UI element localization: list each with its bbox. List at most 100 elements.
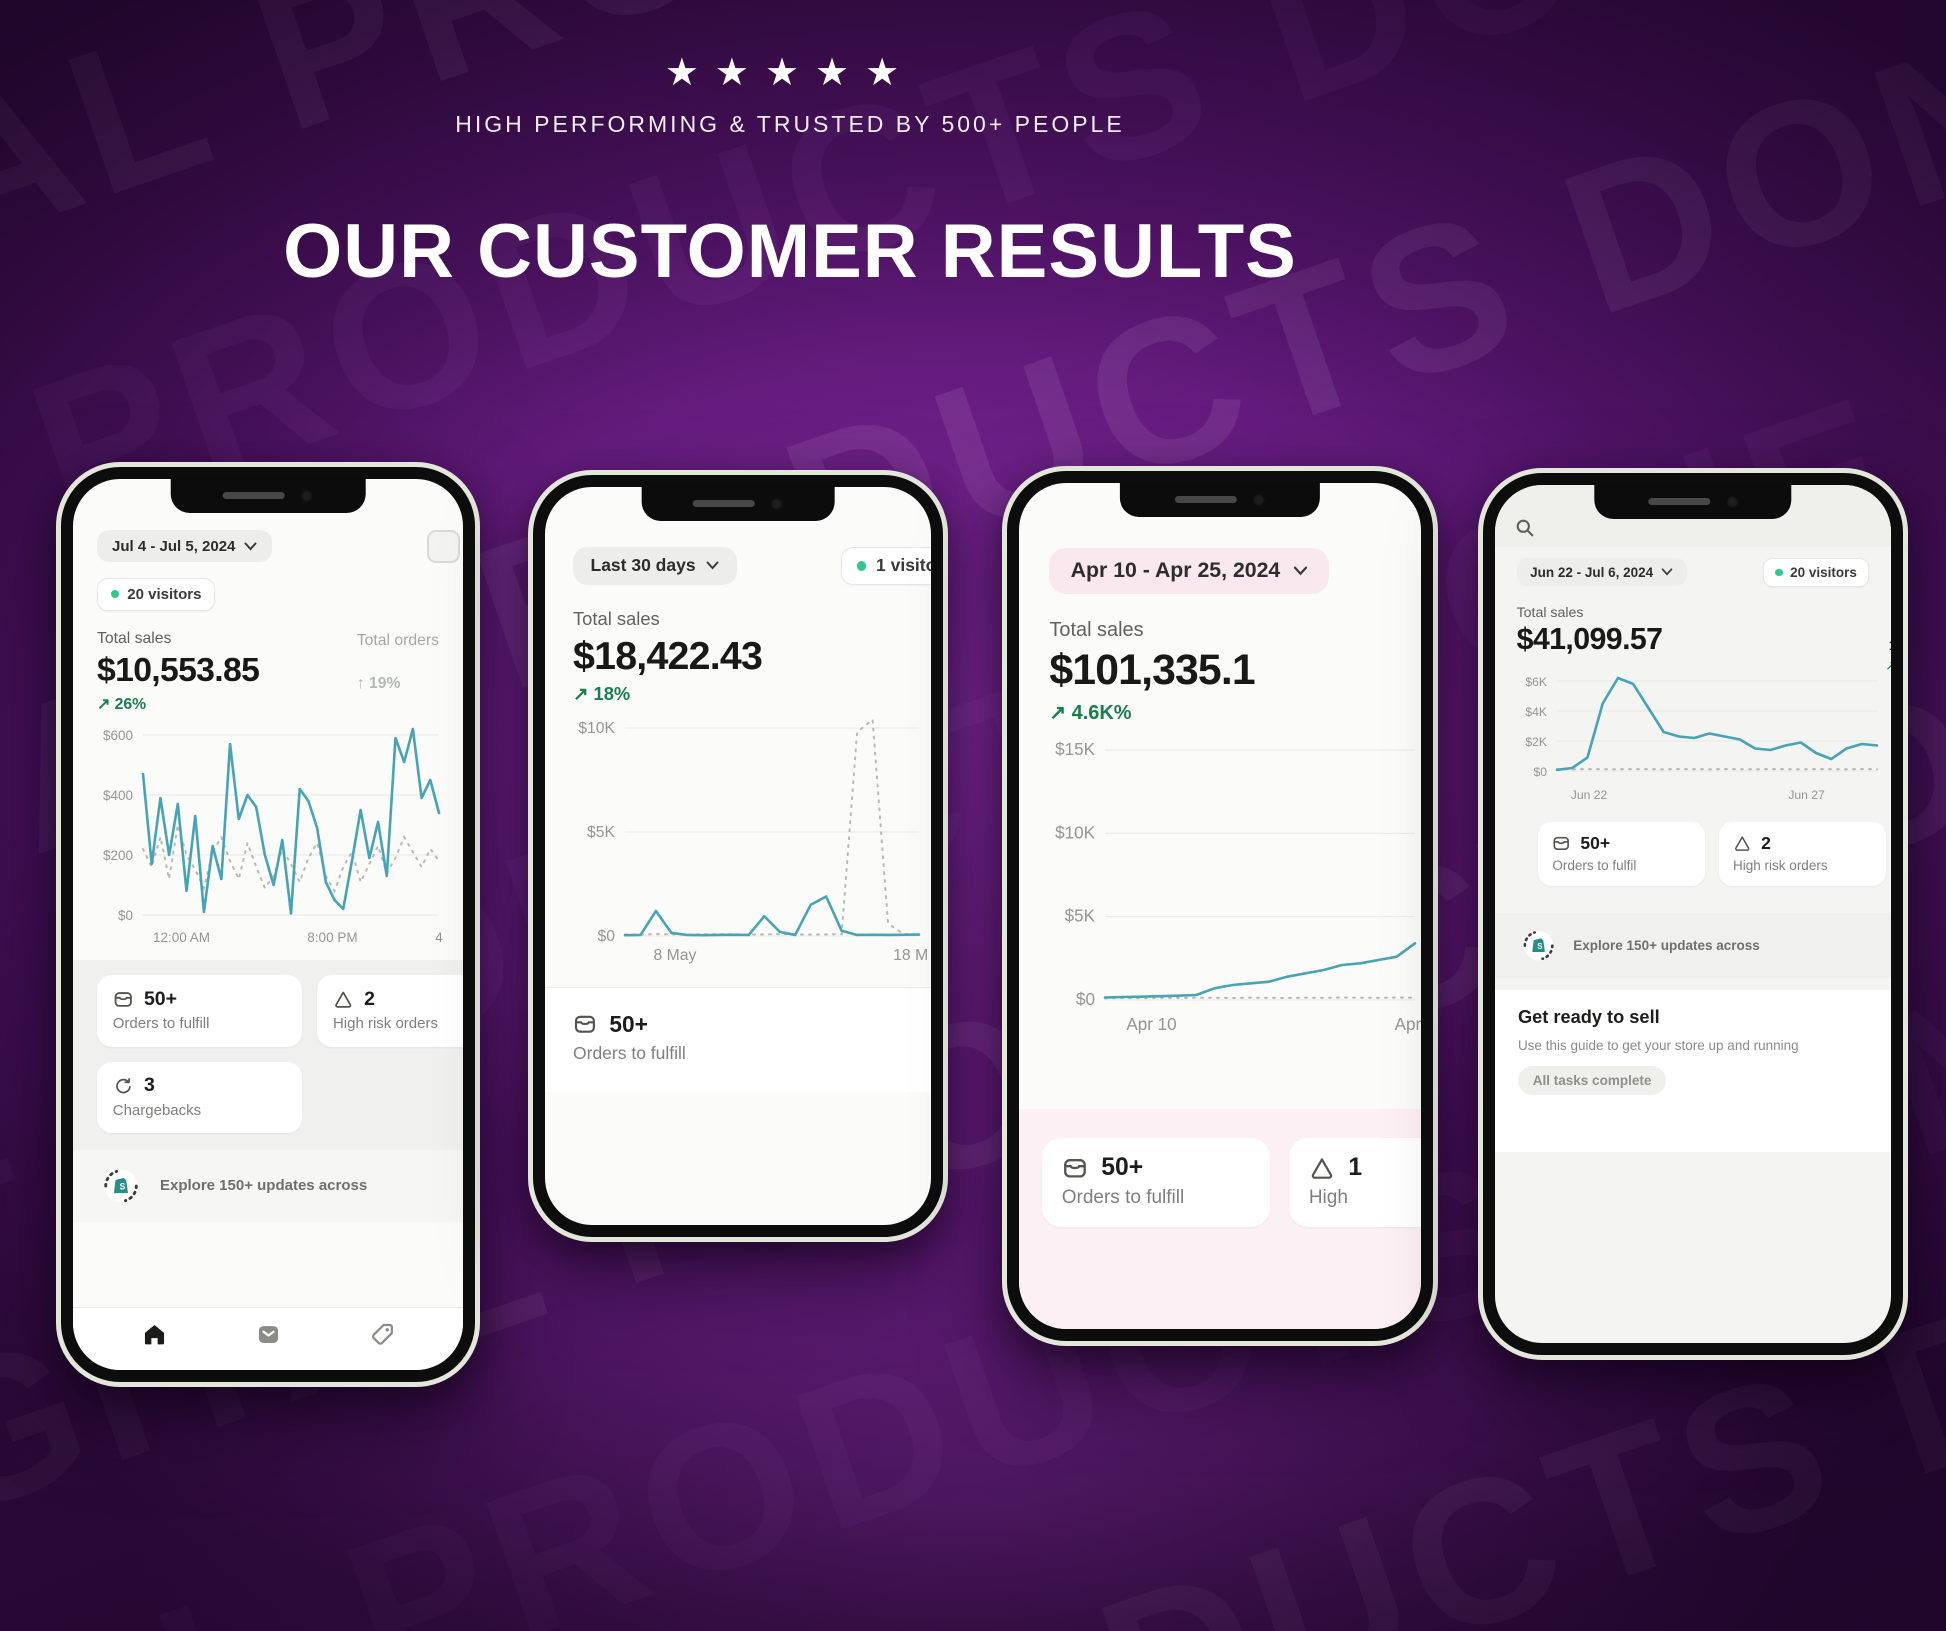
svg-text:$5K: $5K [1065,906,1096,925]
summary-cards-band: 50+ Orders to fulfill 2 High risk orders [73,960,463,1150]
orders-icon [1553,837,1570,851]
high-risk-orders-card[interactable]: 1 High [1288,1137,1421,1228]
total-sales-label: Total sales [97,630,172,647]
orders-icon [114,992,132,1007]
phone-notch [170,478,366,513]
total-sales-value: $41,099.57 [1516,623,1663,657]
orders-to-fulfill-section[interactable]: 50+ Orders to fulfill [545,986,931,1092]
warning-icon [1311,1158,1332,1179]
total-sales-label: Total sales [1516,604,1584,621]
total-sales-metric: Total sales $10,553.85 ↗ 26% [97,630,260,714]
orders-card-label: Orders to fulfil [1552,858,1637,874]
visitors-badge[interactable]: 1 visitor [840,546,931,586]
phone-mockup-2: Last 30 days 1 visitor Total sales $18,4… [528,470,948,1242]
clipped-icon [427,530,460,563]
svg-text:$15K: $15K [1055,740,1096,759]
explore-updates-row[interactable]: S Explore 150+ updates across [1495,912,1891,978]
chargebacks-card-label: Chargebacks [112,1101,202,1119]
phone-mockup-1: Jul 4 - Jul 5, 2024 20 visitors Total sa… [56,462,480,1387]
visitors-badge[interactable]: 20 visitors [1762,557,1870,588]
svg-text:$0: $0 [1076,990,1095,1009]
total-sales-value: $10,553.85 [97,651,260,690]
chargebacks-count: 3 [143,1074,155,1097]
warning-icon [335,991,352,1008]
explore-updates-row[interactable]: S Explore 150+ updates across [73,1149,463,1222]
orders-delta: ↑ 19% [356,674,401,692]
visitors-badge[interactable]: 20 visitors [97,578,216,611]
orders-count: 50+ [143,987,178,1010]
orders-to-fulfill-card[interactable]: 50+ Orders to fulfill [1041,1137,1270,1228]
total-sales-value: $18,422.43 [573,633,763,678]
svg-text:4: 4 [435,930,443,945]
date-range-pill[interactable]: Last 30 days [573,546,737,585]
date-range-pill[interactable]: Apr 10 - Apr 25, 2024 [1049,547,1330,594]
svg-text:Jun 22: Jun 22 [1570,788,1607,802]
svg-text:S: S [1537,942,1542,951]
svg-text:18 May: 18 May [893,947,927,964]
date-range-label: Apr 10 - Apr 25, 2024 [1070,558,1281,583]
chargebacks-card[interactable]: 3 Chargebacks [97,1061,303,1134]
five-stars-rating: ★★★★★ [664,52,916,94]
orders-icon [574,1015,595,1033]
page-title: OUR CUSTOMER RESULTS [283,209,1297,294]
explore-updates-label: Explore 150+ updates across [160,1177,368,1195]
svg-text:$10K: $10K [1055,823,1096,842]
high-risk-orders-card[interactable]: 2 High risk orders [317,975,463,1047]
orders-to-fulfill-card[interactable]: 50+ Orders to fulfil [1538,821,1706,886]
date-range-pill[interactable]: Jul 4 - Jul 5, 2024 [97,530,273,562]
date-range-pill[interactable]: Jun 22 - Jul 6, 2024 [1516,557,1687,587]
svg-text:$0: $0 [1533,765,1547,779]
orders-card-label: Orders to fulfill [112,1015,210,1033]
sales-delta: ↗ 26% [97,696,147,714]
phone1-screen: Jul 4 - Jul 5, 2024 20 visitors Total sa… [73,479,463,1370]
phone4-screen: Jun 22 - Jul 6, 2024 20 visitors Total s… [1495,485,1891,1343]
orders-card-label: Orders to fulfill [1061,1187,1185,1209]
svg-text:S: S [119,1181,125,1191]
high-risk-card-label: High risk orders [1733,858,1828,874]
sales-line-chart: $15K $10K $5K $0 Apr 10 Apr 1 [1055,740,1421,1034]
chevron-down-icon [1661,568,1673,576]
total-sales-value: $101,335.1 [1049,645,1255,694]
date-range-label: Jul 4 - Jul 5, 2024 [112,537,236,555]
orders-to-fulfill-card[interactable]: 50+ Orders to fulfill [97,975,303,1047]
phone-mockup-4: Jun 22 - Jul 6, 2024 20 visitors Total s… [1478,468,1908,1360]
orders-count: 50+ [1101,1153,1144,1181]
orders-count: 50+ [609,1010,648,1037]
get-ready-title: Get ready to sell [1517,1007,1660,1028]
svg-text:8:00 PM: 8:00 PM [307,930,357,945]
phone-mockup-3: Apr 10 - Apr 25, 2024 Total sales $101,3… [1002,466,1438,1346]
summary-cards-band: 50+ Orders to fulfil 2 High risk orders [1495,807,1891,901]
products-tag-icon[interactable] [369,1321,396,1348]
orders-card-label: Orders to fulfill [573,1042,686,1063]
total-orders-metric: Total orders ↑ 19% [357,630,439,714]
svg-text:$10K: $10K [578,720,615,737]
phone-notch [1119,482,1321,517]
svg-text:$2K: $2K [1525,735,1547,749]
speaker-icon [222,492,285,499]
live-dot-icon [1775,568,1783,577]
total-orders-label: Total orders [356,631,439,649]
svg-text:12:00 AM: 12:00 AM [153,930,210,945]
warning-icon [1735,836,1750,852]
svg-text:$200: $200 [103,848,133,863]
sales-line-chart: $6K $4K $2K $0 Jun 22 Jun 27 [1525,675,1878,802]
svg-text:$400: $400 [103,788,133,803]
orders-nav-icon[interactable] [255,1321,282,1348]
search-icon [1516,520,1534,537]
svg-text:$600: $600 [103,728,133,743]
chevron-down-icon [244,542,257,550]
home-icon[interactable] [141,1321,168,1348]
visitors-label: 20 visitors [127,585,202,603]
summary-cards-band: 50+ Orders to fulfill 1 High [1019,1109,1421,1329]
svg-text:$6K: $6K [1525,675,1547,689]
phone-notch [641,486,835,521]
svg-text:8 May: 8 May [654,947,697,964]
camera-icon [771,497,783,510]
shopify-editions-badge-icon: S [1523,930,1554,961]
svg-text:$5K: $5K [587,824,616,841]
camera-icon [300,489,313,502]
high-risk-orders-card[interactable]: 2 High risk orders [1718,821,1887,886]
total-sales-label: Total sales [573,608,660,629]
phone-notch [1594,484,1792,519]
